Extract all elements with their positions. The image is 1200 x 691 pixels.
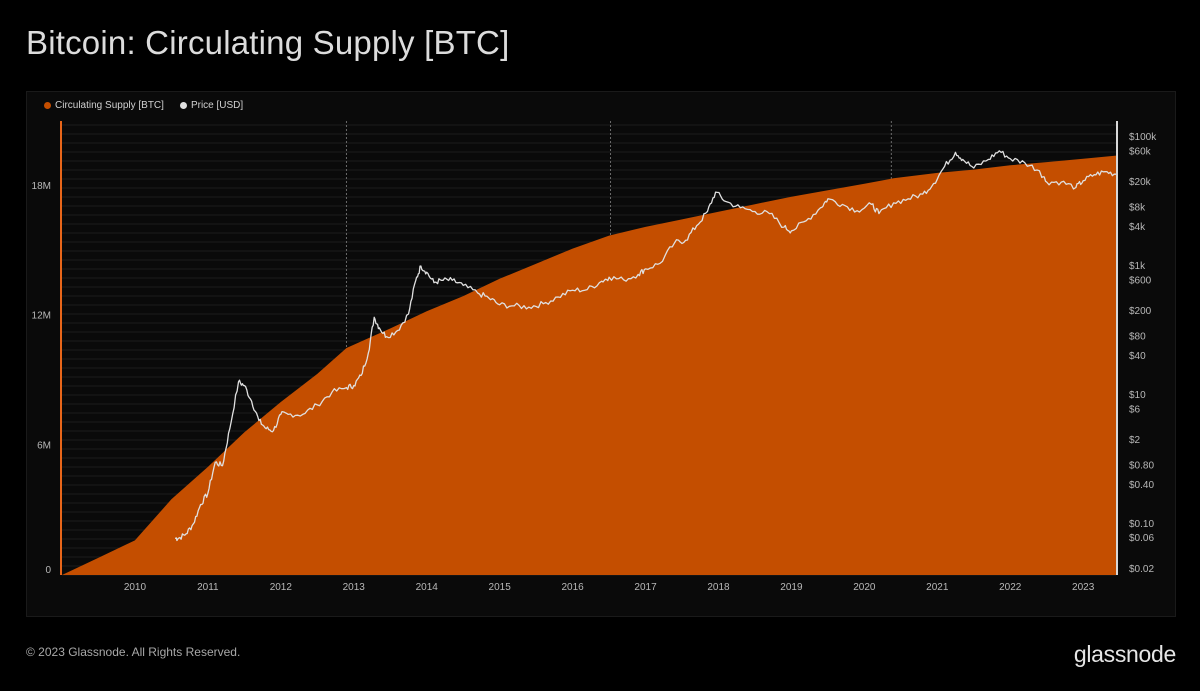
page-title: Bitcoin: Circulating Supply [BTC] <box>26 24 510 61</box>
y-right-tick-label: $0.02 <box>1129 564 1154 575</box>
y-right-axis-ticks: $100k $60k $20k $8k $4k $1k $600 $200 $80 $40 $10 $… <box>1129 132 1157 575</box>
y-right-tick-label: $60k <box>1129 146 1152 157</box>
y-right-tick-label: $40 <box>1129 351 1146 362</box>
y-right-tick-label: $600 <box>1129 275 1152 286</box>
y-left-tick-label: 12M <box>32 311 51 322</box>
y-right-tick-label: $2 <box>1129 435 1141 446</box>
y-right-tick-label: $10 <box>1129 390 1146 401</box>
x-tick-label: 2021 <box>926 582 949 593</box>
legend-dot-supply <box>44 102 51 109</box>
x-tick-label: 2013 <box>343 582 366 593</box>
legend-item-price[interactable]: Price [USD] <box>179 100 244 111</box>
legend-item-supply[interactable]: Circulating Supply [BTC] <box>44 100 164 111</box>
y-right-tick-label: $4k <box>1129 222 1146 233</box>
x-tick-label: 2016 <box>561 582 584 593</box>
x-tick-label: 2014 <box>416 582 439 593</box>
y-right-tick-label: $20k <box>1129 177 1152 188</box>
y-left-tick-label: 0 <box>45 565 51 576</box>
x-tick-label: 2012 <box>270 582 293 593</box>
y-right-tick-label: $0.06 <box>1129 533 1154 544</box>
x-tick-label: 2010 <box>124 582 147 593</box>
glassnode-logo[interactable]: glassnode <box>1073 641 1176 667</box>
y-left-tick-label: 18M <box>32 181 51 192</box>
x-tick-label: 2015 <box>489 582 512 593</box>
y-right-tick-label: $100k <box>1129 132 1157 143</box>
y-right-tick-label: $8k <box>1129 203 1146 214</box>
x-tick-label: 2018 <box>707 582 730 593</box>
legend-label-price: Price [USD] <box>190 100 244 111</box>
legend-dot-price <box>179 102 187 109</box>
chart-legend: Circulating Supply [BTC] Price [USD] <box>44 100 243 111</box>
supply-area <box>62 155 1116 575</box>
x-tick-label: 2020 <box>853 582 876 593</box>
y-right-tick-label: $0.10 <box>1129 519 1154 530</box>
y-right-tick-label: $0.40 <box>1129 480 1154 491</box>
y-left-axis-ticks: 0 6M 12M 18M <box>32 181 52 576</box>
y-right-tick-label: $80 <box>1129 332 1146 343</box>
price-line <box>174 150 1117 542</box>
y-right-tick-label: $0.80 <box>1129 461 1154 472</box>
y-left-tick-label: 6M <box>37 440 51 451</box>
y-right-tick-label: $200 <box>1129 306 1152 317</box>
x-tick-label: 2019 <box>780 582 803 593</box>
y-right-tick-label: $6 <box>1129 404 1141 415</box>
x-tick-label: 2022 <box>999 582 1022 593</box>
y-right-tick-label: $1k <box>1129 261 1146 272</box>
x-tick-label: 2023 <box>1072 582 1095 593</box>
copyright-text: © 2023 Glassnode. All Rights Reserved. <box>26 645 241 659</box>
x-tick-label: 2011 <box>197 582 219 593</box>
legend-label-supply: Circulating Supply [BTC] <box>55 100 164 111</box>
x-tick-label: 2017 <box>634 582 657 593</box>
x-axis-ticks: 2010 2011 2012 2013 2014 2015 2016 2017 2018 2019… <box>124 582 1095 593</box>
